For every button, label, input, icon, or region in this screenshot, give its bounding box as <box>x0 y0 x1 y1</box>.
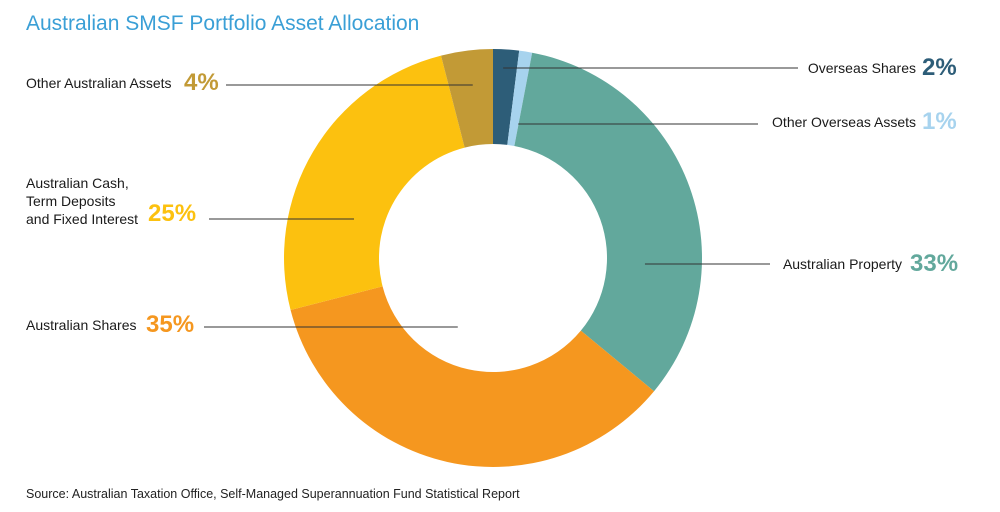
slice-label-percent: 1% <box>922 108 957 135</box>
slice-label-name: Other Overseas Assets <box>772 114 916 130</box>
slice-label-percent: 35% <box>146 311 194 338</box>
slice-label-percent: 25% <box>148 200 196 227</box>
donut-slice-australian-cash-term-deposits-and-fixed-interest <box>284 55 465 310</box>
donut-slice-australian-shares <box>290 286 655 467</box>
slice-labels: Overseas Shares 2% Other Overseas Assets 1%… <box>26 54 958 338</box>
donut-slice-other-overseas-assets <box>507 50 533 147</box>
slice-label-name: Australian Shares <box>26 317 137 333</box>
donut-slice-other-australian-assets <box>441 49 493 148</box>
donut-slices <box>284 49 703 467</box>
slice-label-name: Australian Property <box>783 256 902 272</box>
slice-label-name: Overseas Shares <box>808 60 916 76</box>
slice-label-percent: 4% <box>184 69 219 96</box>
chart-title: Australian SMSF Portfolio Asset Allocati… <box>26 12 420 35</box>
slice-label-name: Other Australian Assets <box>26 75 172 91</box>
donut-slice-australian-property <box>514 52 703 392</box>
slice-label-percent: 2% <box>922 54 957 81</box>
slice-label-name: Australian Cash, Term Deposits and Fixed I… <box>26 175 138 227</box>
donut-slice-overseas-shares <box>493 49 520 145</box>
slice-label-percent: 33% <box>910 250 958 277</box>
source-note: Source: Australian Taxation Office, Self… <box>26 487 520 501</box>
